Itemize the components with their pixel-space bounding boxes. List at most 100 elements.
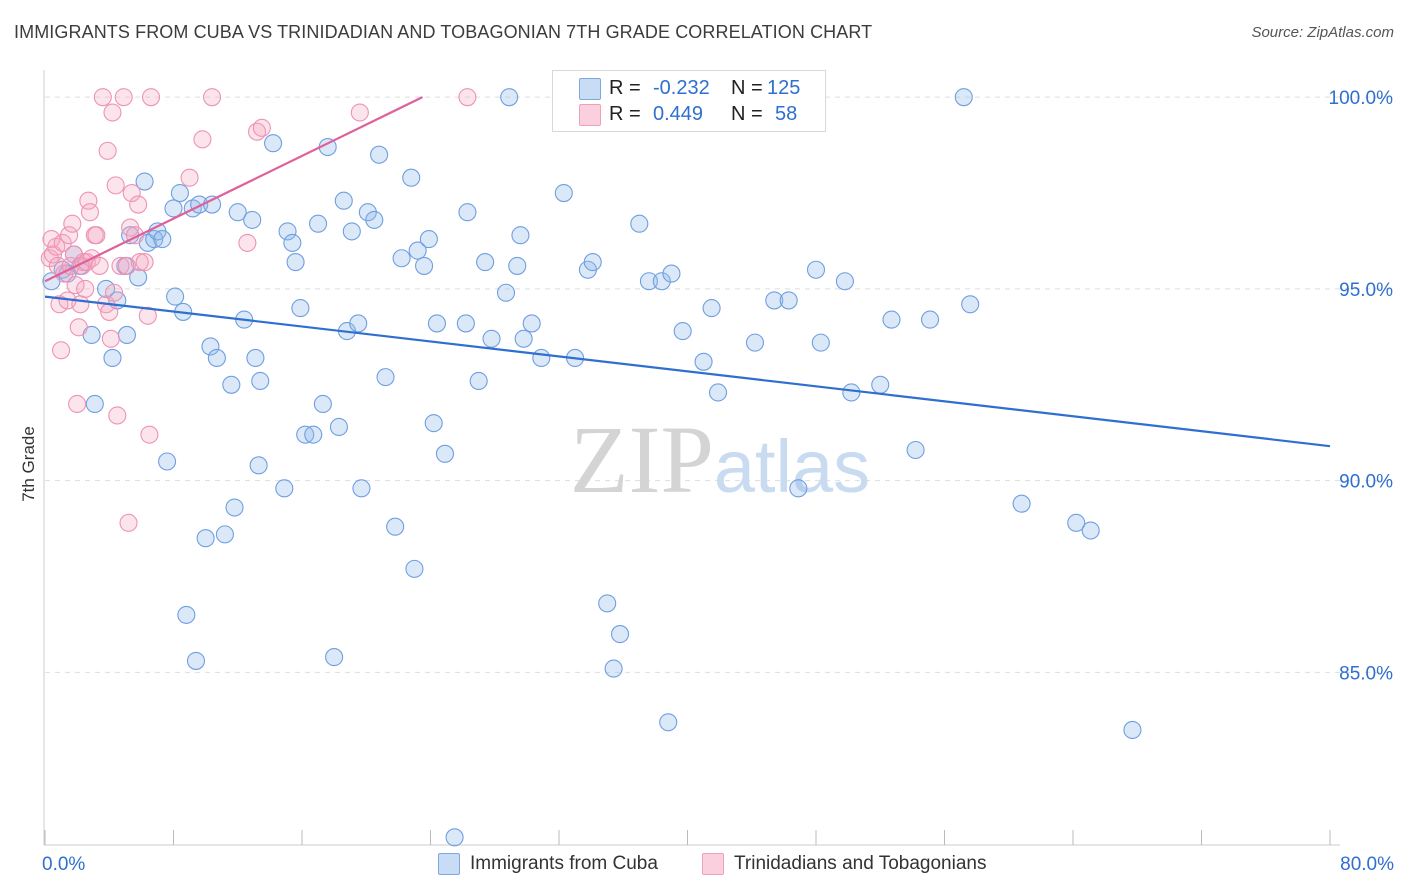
trinidad-point: [140, 425, 159, 444]
cuba-point: [598, 594, 617, 613]
cuba-point: [135, 172, 154, 191]
trinidad-point: [79, 191, 98, 210]
cuba-point: [694, 352, 713, 371]
cuba-point: [408, 241, 427, 260]
cuba-point: [166, 287, 185, 306]
cuba-point: [882, 310, 901, 329]
trinidad-point: [141, 88, 161, 107]
trinidad-point: [458, 88, 477, 107]
cuba-point: [309, 214, 328, 233]
cuba-point: [419, 230, 438, 249]
cuba-point: [304, 425, 323, 444]
series-cuba-points: [42, 88, 1142, 847]
cuba-point: [370, 145, 389, 164]
trinidad-point: [350, 103, 369, 122]
cuba-point: [662, 264, 681, 283]
cuba-point: [249, 456, 268, 475]
cuba-point: [352, 479, 371, 498]
cuba-point: [496, 283, 516, 302]
cuba-point: [153, 230, 172, 249]
cuba-point: [906, 440, 925, 460]
chart-title: IMMIGRANTS FROM CUBA VS TRINIDADIAN AND …: [14, 22, 873, 42]
cuba-point: [1123, 720, 1142, 740]
legend-r-label: R =: [609, 77, 641, 99]
cuba-point: [164, 199, 183, 218]
cuba-point: [358, 203, 377, 222]
cuba-point: [405, 559, 424, 578]
cuba-point: [222, 375, 241, 394]
trinidad-point: [66, 276, 85, 295]
trinidad-point: [87, 226, 106, 245]
legend-r-value: 0.449: [653, 103, 704, 125]
trinidad-point: [105, 283, 124, 302]
cuba-point: [511, 226, 530, 245]
gridlines: [45, 96, 1390, 673]
cuba-point: [207, 348, 226, 368]
cuba-point: [522, 314, 541, 333]
cuba-point: [349, 314, 368, 333]
cuba-point: [659, 713, 678, 732]
cuba-point: [424, 414, 443, 433]
cuba-point: [329, 417, 348, 437]
cuba-point: [246, 348, 265, 368]
series-swatch-trinidad: [702, 853, 724, 875]
trinidad-point: [103, 103, 122, 122]
trinidad-point: [238, 233, 257, 252]
legend-n-label: N =: [731, 77, 763, 99]
trend-lines: [44, 96, 1331, 448]
trinidad-point: [252, 118, 271, 137]
legend-r-value: -0.232: [653, 77, 710, 99]
cuba-point: [228, 203, 247, 222]
cuba-point: [215, 525, 234, 544]
x-tick-label-max: 80.0%: [1340, 854, 1394, 875]
cuba-point: [291, 299, 310, 318]
cuba-point: [482, 329, 501, 348]
cuba-point: [811, 333, 830, 352]
trinidad-point: [90, 256, 109, 275]
cuba-point: [313, 394, 332, 414]
cuba-point: [415, 256, 434, 275]
cuba-point: [225, 498, 244, 517]
cuba-point: [278, 222, 297, 241]
trinidad-point: [180, 168, 199, 187]
cuba-point: [456, 314, 475, 333]
trinidad-point: [76, 279, 95, 298]
trinidad-point: [52, 341, 71, 360]
correlation-legend: R = -0.232 N = 125 R = 0.449 N = 58: [552, 70, 826, 132]
cuba-point: [158, 452, 177, 471]
cuba-point: [954, 88, 973, 107]
cuba-point: [745, 333, 765, 352]
trinidad-point: [63, 214, 82, 233]
trinidad-point: [193, 130, 212, 149]
watermark-atlas: atlas: [714, 425, 870, 508]
cuba-point: [325, 648, 344, 667]
cuba-point: [604, 659, 623, 678]
trinidad-point: [138, 306, 157, 325]
cuba-trend-line: [44, 295, 1331, 448]
legend-n-value: 125: [767, 77, 801, 99]
trinidad-point: [135, 253, 154, 272]
legend-swatch-trinidad: [579, 104, 601, 126]
y-tick-label: 100.0%: [1329, 88, 1394, 109]
x-tick-label-min: 0.0%: [42, 854, 85, 875]
cuba-point: [702, 299, 721, 318]
legend-r-label: R =: [609, 103, 641, 125]
y-axis-label: 7th Grade: [19, 426, 38, 502]
cuba-point: [1012, 494, 1031, 513]
legend-n-label: N =: [731, 103, 763, 125]
cuba-point: [469, 371, 488, 391]
cuba-point: [779, 291, 798, 310]
cuba-point: [392, 249, 411, 268]
cuba-point: [286, 253, 305, 272]
cuba-point: [177, 605, 196, 624]
trinidad-point: [100, 302, 119, 321]
cuba-point: [806, 260, 826, 279]
trinidad-point: [108, 406, 127, 425]
cuba-point: [920, 310, 940, 329]
series-trinidad-points: [40, 88, 477, 532]
watermark: ZIPatlas: [570, 406, 870, 513]
trinidad-point: [122, 184, 141, 203]
cuba-point: [630, 214, 649, 233]
y-tick-label: 90.0%: [1339, 472, 1393, 493]
cuba-point: [514, 329, 533, 348]
